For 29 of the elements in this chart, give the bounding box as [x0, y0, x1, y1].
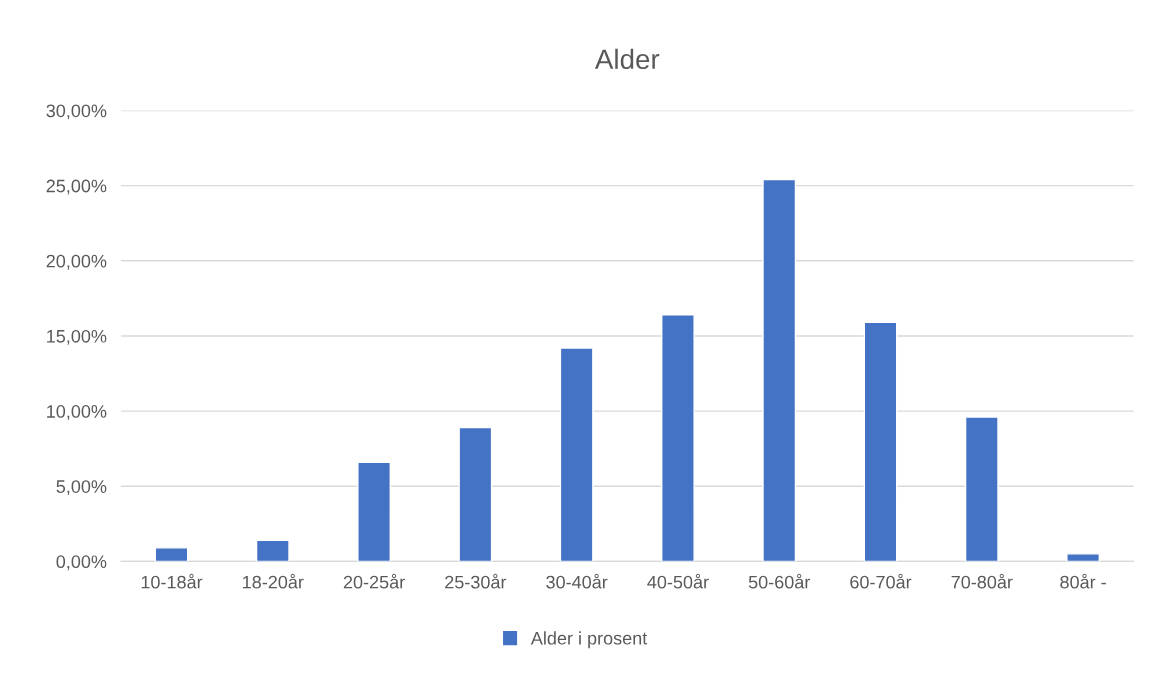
x-tick-label: 80år - [1060, 573, 1106, 589]
bar [863, 321, 898, 562]
x-tick-label: 10-18år [141, 573, 203, 589]
x-tick-label: 20-25år [343, 573, 405, 589]
y-tick-label: 25,00% [46, 179, 107, 195]
y-tick-label: 30,00% [46, 104, 107, 120]
bar [964, 416, 999, 562]
bar [762, 178, 797, 562]
bar [458, 426, 493, 562]
x-tick-label: 60-70år [850, 573, 912, 589]
x-tick-label: 40-50år [647, 573, 709, 589]
y-tick-label: 5,00% [56, 480, 107, 496]
chart-title: Alder [594, 48, 660, 70]
y-tick-label: 20,00% [46, 254, 107, 270]
bar [154, 547, 189, 562]
y-tick-label: 15,00% [47, 329, 107, 345]
y-tick-label: 10,00% [47, 405, 107, 420]
bar [255, 539, 290, 562]
legend-label: Alder i prosent [530, 631, 648, 649]
bar [559, 347, 594, 562]
bar [661, 314, 695, 562]
bar [357, 461, 391, 562]
x-tick-label: 70-80år [951, 573, 1013, 589]
x-tick-label: 30-40år [546, 573, 608, 589]
x-tick-label: 50-60år [748, 573, 811, 589]
bar [1066, 553, 1100, 562]
x-tick-label: 25-30år [445, 573, 507, 589]
y-tick-label: 0,00% [56, 555, 107, 571]
x-tick-label: 18-20år [243, 573, 304, 589]
